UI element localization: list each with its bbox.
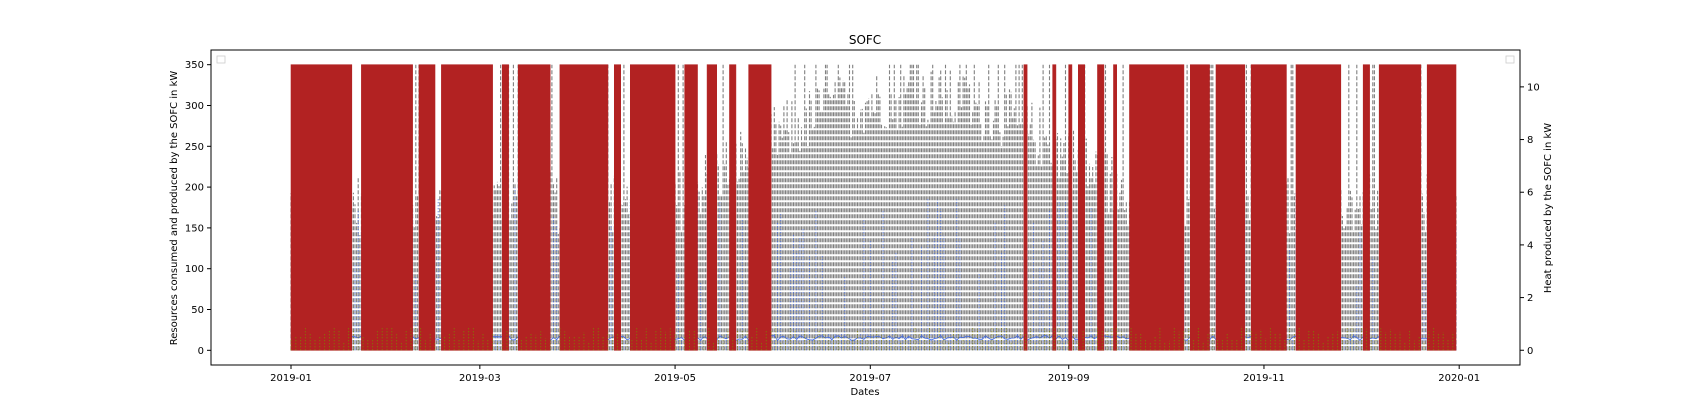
series-red <box>290 64 1457 351</box>
red-active-period <box>1097 64 1105 351</box>
red-active-period <box>441 64 493 351</box>
y2-tick-label: 6 <box>1527 188 1533 199</box>
y-tick-label: 200 <box>185 183 204 194</box>
red-active-period <box>1250 64 1287 351</box>
red-active-period <box>1378 64 1422 351</box>
y-tick-label: 300 <box>185 101 204 112</box>
red-active-period <box>729 64 737 351</box>
red-active-period <box>629 64 676 351</box>
red-active-period <box>1113 64 1118 351</box>
y2-tick-label: 0 <box>1527 346 1533 357</box>
legend-box-left <box>216 55 226 64</box>
x-tick-label: 2019-03 <box>459 373 501 384</box>
chart-title: SOFC <box>849 33 881 47</box>
y-tick-label: 250 <box>185 142 204 153</box>
y-tick-label: 50 <box>191 305 204 316</box>
x-tick-label: 2020-01 <box>1438 373 1480 384</box>
x-tick-label: 2019-11 <box>1243 373 1285 384</box>
x-tick-label: 2019-09 <box>1048 373 1090 384</box>
red-active-period <box>1190 64 1210 351</box>
y-axis-label: Resources consumed and produced by the S… <box>169 71 180 346</box>
red-active-period <box>706 64 717 351</box>
y2-tick-label: 4 <box>1527 240 1533 251</box>
red-active-period <box>1362 64 1370 351</box>
y-tick-label: 150 <box>185 223 204 234</box>
plot-data <box>290 64 1457 351</box>
red-active-period <box>1295 64 1342 351</box>
series-olive <box>290 325 1454 351</box>
red-active-period <box>613 64 621 351</box>
red-active-period <box>361 64 413 351</box>
x-tick-label: 2019-07 <box>849 373 891 384</box>
red-active-period <box>1078 64 1086 351</box>
x-tick-label: 2019-01 <box>270 373 312 384</box>
red-active-period <box>517 64 551 351</box>
red-active-period <box>684 64 698 351</box>
red-active-period <box>418 64 436 351</box>
red-active-period <box>1052 64 1057 351</box>
red-active-period <box>1129 64 1185 351</box>
red-active-period <box>1068 64 1073 351</box>
y2-tick-label: 8 <box>1527 135 1533 146</box>
red-active-period <box>1215 64 1246 351</box>
x-axis-label: Dates <box>850 387 879 398</box>
y2-tick-label: 2 <box>1527 293 1533 304</box>
y-tick-label: 0 <box>198 346 204 357</box>
red-active-period <box>501 64 509 351</box>
y2-tick-label: 10 <box>1527 82 1540 93</box>
y2-axis-label: Heat produced by the SOFC in kW <box>1543 123 1554 293</box>
x-tick-label: 2019-05 <box>654 373 696 384</box>
red-active-period <box>748 64 772 351</box>
red-active-period <box>290 64 353 351</box>
plot-frame <box>210 49 1521 366</box>
red-active-period <box>559 64 609 351</box>
x-axis: 2019-01 2019-03 2019-05 2019-07 2019-09 2019-… <box>270 365 1480 384</box>
y-tick-label: 100 <box>185 264 204 275</box>
y-tick-label: 350 <box>185 60 204 71</box>
red-active-period <box>1426 64 1457 351</box>
left-y-axis: 0 50 100 150 200 250 300 350 <box>185 60 211 357</box>
right-y-axis: 0 2 4 6 8 10 <box>1520 82 1540 357</box>
red-active-period <box>1023 64 1028 351</box>
legend-box-right <box>1505 55 1515 64</box>
